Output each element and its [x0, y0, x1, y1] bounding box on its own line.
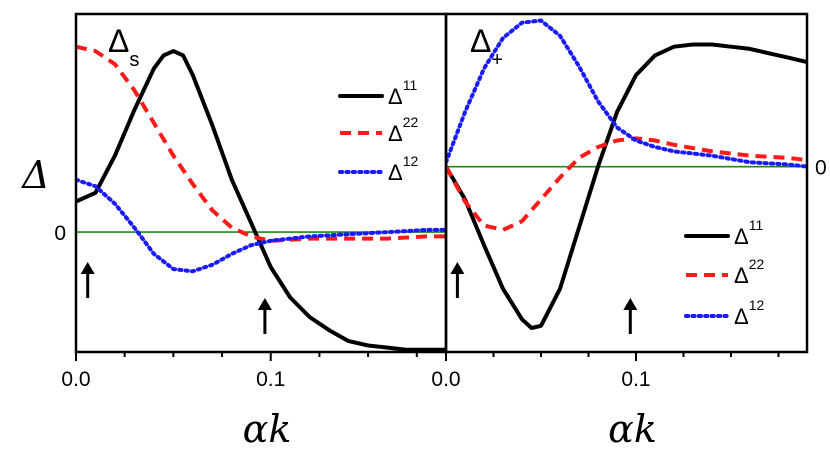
legend-label-main: Δ — [388, 121, 403, 146]
panel-title: Δ+ — [470, 23, 503, 71]
legend-label-12: Δ12 — [734, 297, 764, 329]
annotation-arrow-head — [623, 298, 638, 310]
legend-label-sup: 12 — [749, 297, 765, 313]
legend-label-sup: 11 — [403, 77, 418, 93]
annotation-arrow-head — [450, 262, 465, 274]
legend-label-sup: 12 — [403, 153, 419, 169]
legend-label-sup: 22 — [403, 114, 419, 130]
x-axis-label: αk — [608, 407, 657, 449]
annotation-arrow-head — [80, 262, 95, 274]
legend-label-main: Δ — [734, 224, 749, 249]
legend-label-22: Δ22 — [734, 256, 764, 288]
panel-title-sub: s — [129, 49, 139, 71]
y-tick-label-zero: 0 — [54, 222, 66, 245]
x-axis-label: αk — [243, 407, 292, 449]
y-tick-label-zero: 0 — [815, 157, 827, 180]
legend-label-11: Δ11 — [388, 77, 417, 109]
series-line-12 — [76, 177, 446, 274]
series-line-22 — [76, 44, 446, 243]
legend-label-11: Δ11 — [734, 217, 763, 249]
annotation-arrow-head — [257, 298, 272, 310]
legend-label-sup: 22 — [749, 256, 765, 272]
series-line-22 — [446, 136, 807, 232]
panel-title: Δs — [108, 23, 139, 71]
panel-title-main: Δ — [108, 23, 129, 59]
x-tick-label: 0.1 — [256, 368, 285, 391]
x-tick-label: 0.0 — [431, 368, 460, 391]
legend-label-12: Δ12 — [388, 153, 418, 185]
legend-label-sup: 11 — [749, 217, 764, 233]
y-axis-label: Δ — [20, 153, 49, 197]
x-tick-label: 0.0 — [61, 368, 90, 391]
legend-label-main: Δ — [734, 304, 749, 329]
panel-title-sub: + — [491, 49, 503, 71]
panel-title-main: Δ — [470, 23, 491, 59]
legend-label-main: Δ — [734, 263, 749, 288]
legend-label-main: Δ — [388, 160, 403, 185]
legend-label-22: Δ22 — [388, 114, 418, 146]
legend-label-main: Δ — [388, 84, 403, 109]
series-line-11 — [446, 42, 807, 330]
series-line-12 — [446, 18, 807, 169]
series-line-11 — [76, 49, 446, 352]
x-tick-label: 0.1 — [621, 368, 650, 391]
plot-frame — [444, 12, 809, 354]
